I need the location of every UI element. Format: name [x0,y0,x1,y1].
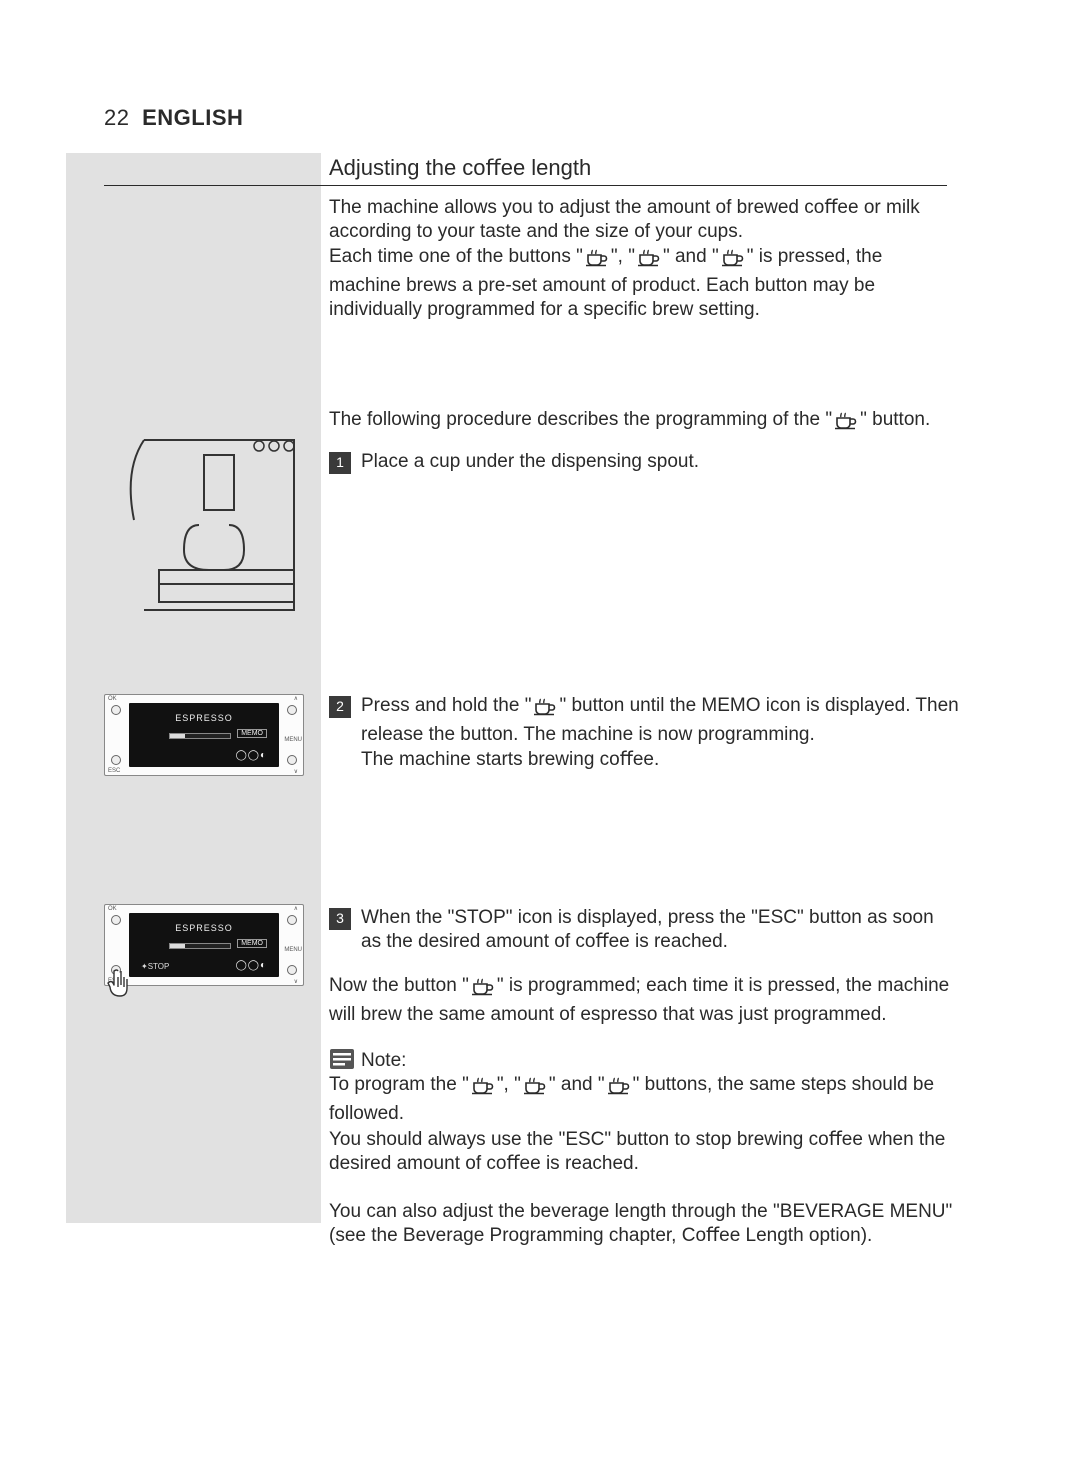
hand-pointer-icon [101,963,141,1003]
stop-word: STOP [454,907,505,928]
coffee-cup-icon [635,249,663,274]
section-title: Adjusting the coﬀee length [329,155,591,181]
stop-indicator: ✦STOP [141,962,169,971]
step-badge-3: 3 [329,908,351,930]
machine-illustration [104,430,309,620]
cup-icons: ◯◯◐ [236,960,267,971]
long-coffee-cup-icon [719,249,747,274]
programmed-text: Now the button "" is programmed; each ti… [329,974,959,1028]
cup-icons: ◯◯◐ [236,750,267,761]
esc-button [111,755,121,765]
up-button [287,705,297,715]
intro-text-1: The machine allows you to adjust the amo… [329,197,920,242]
ok-button [111,705,121,715]
note-heading: Note: [329,1048,959,1073]
step-badge-1: 1 [329,452,351,474]
display-panel-stop: OK ESC MENU ∧ ∨ ESPRESSO MEMO ◯◯◐ ✦STOP [104,904,304,986]
up-button [287,915,297,925]
step-2-text: Press and hold the "" button until the M… [361,694,959,772]
memo-label: MEMO [701,695,760,716]
procedure-text: The following procedure describes the pr… [329,408,959,437]
lcd-screen: ESPRESSO MEMO ◯◯◐ ✦STOP [129,913,279,977]
beverage-menu-text: You can also adjust the beverage length … [329,1200,959,1249]
header-language: ENGLISH [142,105,243,130]
note-label: Note: [361,1050,406,1071]
menu-button [287,755,297,765]
page-header: 22 ENGLISH [104,105,243,131]
note-program-text: To program the "", "" and "" buttons, th… [329,1073,959,1127]
page-number: 22 [104,105,129,130]
note-esc-text: You should always use the "ESC" button t… [329,1128,959,1177]
espresso-cup-icon [832,412,860,437]
display-panel-memo: OK ESC MENU ∧ ∨ ESPRESSO MEMO ◯◯◐ [104,694,304,776]
intro-text-2a: Each time one of the buttons " [329,246,583,267]
illustration-column [66,153,321,1223]
esc-word: ESC [565,1129,604,1150]
ok-button [111,915,121,925]
intro-text-2b: ", " [611,246,635,267]
intro-text-2c: " and " [663,246,719,267]
esc-word: ESC [758,907,797,928]
step-badge-2: 2 [329,696,351,718]
step-3: 3 When the "STOP" icon is displayed, pre… [329,906,959,955]
step-3-text: When the "STOP" icon is displayed, press… [361,906,959,955]
procedure-prefix: The following procedure describes the pr… [329,409,832,430]
lcd-screen: ESPRESSO MEMO ◯◯◐ [129,703,279,767]
step-2: 2 Press and hold the "" button until the… [329,694,959,772]
intro-paragraph: The machine allows you to adjust the amo… [329,196,959,323]
step-1: 1 Place a cup under the dispensing spout… [329,450,959,474]
step-1-text: Place a cup under the dispensing spout. [361,450,699,474]
espresso-cup-icon [583,249,611,274]
espresso-cup-icon [531,698,559,723]
espresso-cup-icon [469,978,497,1003]
menu-button [287,965,297,975]
coffee-cup-icon [521,1077,549,1102]
manual-page: 22 ENGLISH Adjusting the coﬀee length Th… [0,0,1080,1471]
espresso-cup-icon [469,1077,497,1102]
note-icon [329,1048,355,1070]
procedure-suffix: " button. [860,409,930,430]
section-rule [104,185,947,186]
long-coffee-cup-icon [605,1077,633,1102]
